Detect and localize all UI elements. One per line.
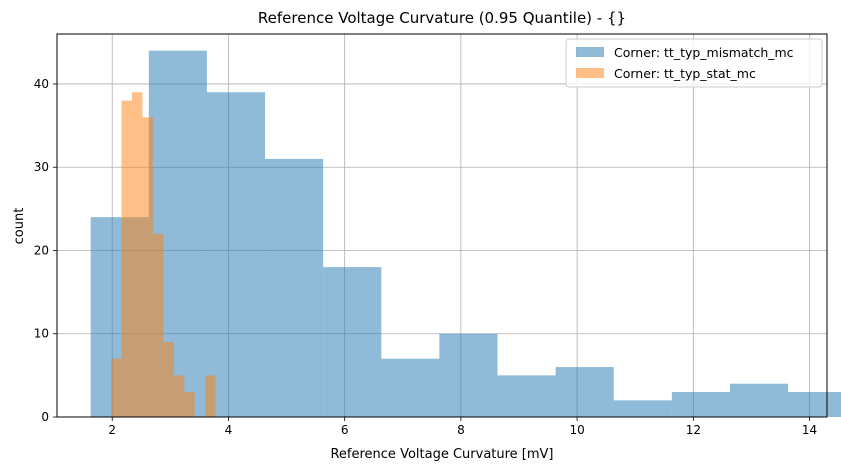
histogram-bar [152, 233, 164, 417]
legend: Corner: tt_typ_mismatch_mc Corner: tt_typ… [565, 38, 823, 88]
histogram-bar [206, 92, 266, 418]
histogram-bar [439, 333, 498, 417]
legend-box [565, 38, 823, 88]
histogram-bar [121, 100, 132, 417]
chart-title: Reference Voltage Curvature (0.95 Quanti… [258, 9, 626, 27]
histogram-bar [381, 358, 440, 417]
x-tick-label: 6 [341, 423, 349, 437]
x-tick-label: 2 [108, 423, 116, 437]
y-tick-label: 0 [41, 410, 49, 424]
x-tick-label: 14 [802, 423, 817, 437]
histogram-bar [163, 342, 174, 417]
histogram-bar [142, 117, 153, 418]
histogram-bar [131, 92, 143, 418]
legend-swatch [576, 68, 604, 78]
ticks-layer: 2 4 6 8 10 12 14 0 10 20 30 40 [34, 77, 817, 437]
x-tick-label: 10 [569, 423, 584, 437]
y-tick-label: 40 [34, 77, 49, 91]
axes-frame [56, 33, 828, 418]
histogram-bar [265, 158, 324, 418]
y-tick-label: 30 [34, 160, 49, 174]
legend-entry-label: Corner: tt_typ_stat_mc [614, 66, 756, 81]
histogram-bar [173, 375, 185, 417]
y-tick-label: 10 [34, 327, 49, 341]
histogram-bar [555, 367, 614, 417]
y-tick-label: 20 [34, 243, 49, 257]
histogram-bar [788, 392, 841, 417]
x-tick-label: 8 [457, 423, 465, 437]
x-axis-label: Reference Voltage Curvature [mV] [330, 447, 553, 462]
y-axis-label: count [12, 208, 27, 245]
histogram-bar [729, 383, 789, 417]
histogram-bar [205, 375, 216, 417]
series-2-bars [111, 92, 216, 418]
x-tick-label: 4 [225, 423, 233, 437]
histogram-bar [323, 267, 382, 417]
legend-swatch [576, 47, 604, 57]
bars-layer [90, 50, 841, 418]
histogram-bar [671, 392, 730, 417]
histogram-bar [184, 392, 195, 417]
histogram-bar [613, 400, 672, 417]
histogram-bar [497, 375, 556, 417]
x-tick-label: 12 [686, 423, 701, 437]
legend-entry-label: Corner: tt_typ_mismatch_mc [614, 45, 794, 60]
histogram-bar [111, 358, 122, 417]
